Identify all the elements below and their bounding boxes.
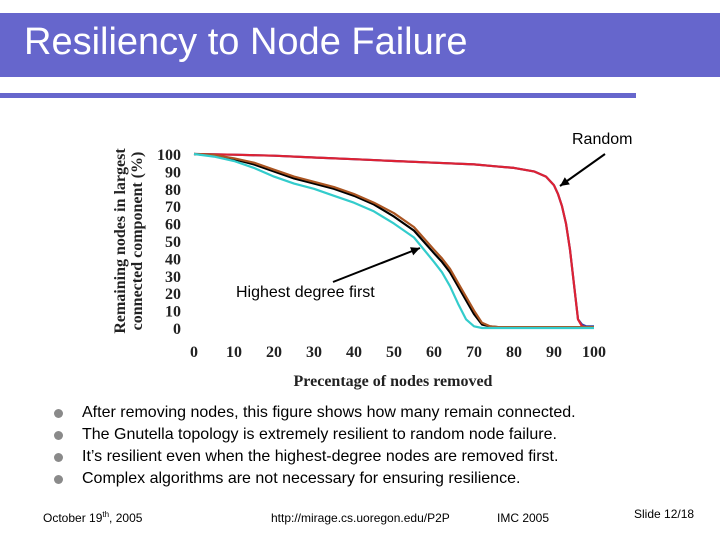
y-tick-label: 50 (165, 234, 181, 251)
series-lines (193, 152, 594, 330)
y-tick-label: 90 (165, 164, 181, 181)
annotation-random: Random (572, 131, 633, 148)
y-axis-label: Remaining nodes in largest connected com… (112, 148, 146, 334)
bullet-item: The Gnutella topology is extremely resil… (48, 424, 576, 446)
random-arrow (559, 153, 606, 187)
node-removal-chart: Remaining nodes in largest connected com… (112, 147, 606, 390)
bullet-text: It’s resilient even when the highest-deg… (82, 448, 559, 465)
circle-bullet-icon (54, 453, 63, 462)
highest-degree-arrow (332, 247, 421, 283)
bullet-list: After removing nodes, this figure shows … (48, 402, 576, 490)
bullet-text: Complex algorithms are not necessary for… (82, 470, 521, 487)
y-tick-label: 60 (165, 217, 181, 234)
circle-bullet-icon (54, 475, 63, 484)
x-tick-label: 90 (546, 344, 562, 361)
x-tick-label: 100 (582, 344, 606, 361)
y-tick-label: 40 (165, 251, 181, 268)
circle-bullet-icon (54, 409, 63, 418)
x-tick-label: 0 (190, 344, 198, 361)
footer-date-sup: th (102, 510, 110, 519)
title-bar: Resiliency to Node Failure (0, 13, 720, 77)
y-tick-label: 10 (165, 304, 181, 321)
bullet-item: It’s resilient even when the highest-deg… (48, 446, 576, 468)
series-line (193, 152, 594, 329)
series-line (193, 152, 594, 330)
series-line (193, 152, 594, 329)
bullet-item: Complex algorithms are not necessary for… (48, 468, 576, 490)
y-tick-label: 0 (173, 321, 181, 338)
y-tick-label: 100 (157, 147, 181, 164)
y-axis-label-line2: connected component (%) (129, 152, 146, 331)
footer-url: http://mirage.cs.uoregon.edu/P2P (271, 511, 450, 525)
title-underline (0, 93, 636, 98)
footer-date-year: , 2005 (109, 511, 143, 525)
x-tick-label: 60 (426, 344, 442, 361)
x-tick-label: 20 (266, 344, 282, 361)
x-tick-label: 70 (466, 344, 482, 361)
x-tick-label: 80 (506, 344, 522, 361)
slide-number: Slide 12/18 (634, 507, 695, 521)
y-tick-label: 70 (165, 199, 181, 216)
bullet-item: After removing nodes, this figure shows … (48, 402, 576, 424)
footer-date: October 19th, 2005 (43, 510, 142, 525)
x-tick-label: 40 (346, 344, 362, 361)
y-tick-label: 20 (165, 286, 181, 303)
bullet-text: After removing nodes, this figure shows … (82, 404, 576, 421)
footer-date-main: October 19 (43, 511, 103, 525)
footer-venue: IMC 2005 (497, 511, 550, 525)
bullet-text: The Gnutella topology is extremely resil… (82, 426, 557, 443)
annotation-arrows (332, 153, 606, 283)
y-tick-label: 80 (165, 182, 181, 199)
circle-bullet-icon (54, 431, 63, 440)
x-tick-labels: 0 10 20 30 40 50 60 70 80 90 100 (190, 344, 606, 361)
y-axis-label-line1: Remaining nodes in largest (112, 148, 129, 334)
x-axis-label: Precentage of nodes removed (294, 373, 493, 390)
slide-title: Resiliency to Node Failure (24, 21, 468, 63)
annotation-highest-degree: Highest degree first (236, 284, 375, 301)
x-tick-label: 30 (306, 344, 322, 361)
x-tick-label: 50 (386, 344, 402, 361)
y-tick-label: 30 (165, 269, 181, 286)
x-tick-label: 10 (226, 344, 242, 361)
